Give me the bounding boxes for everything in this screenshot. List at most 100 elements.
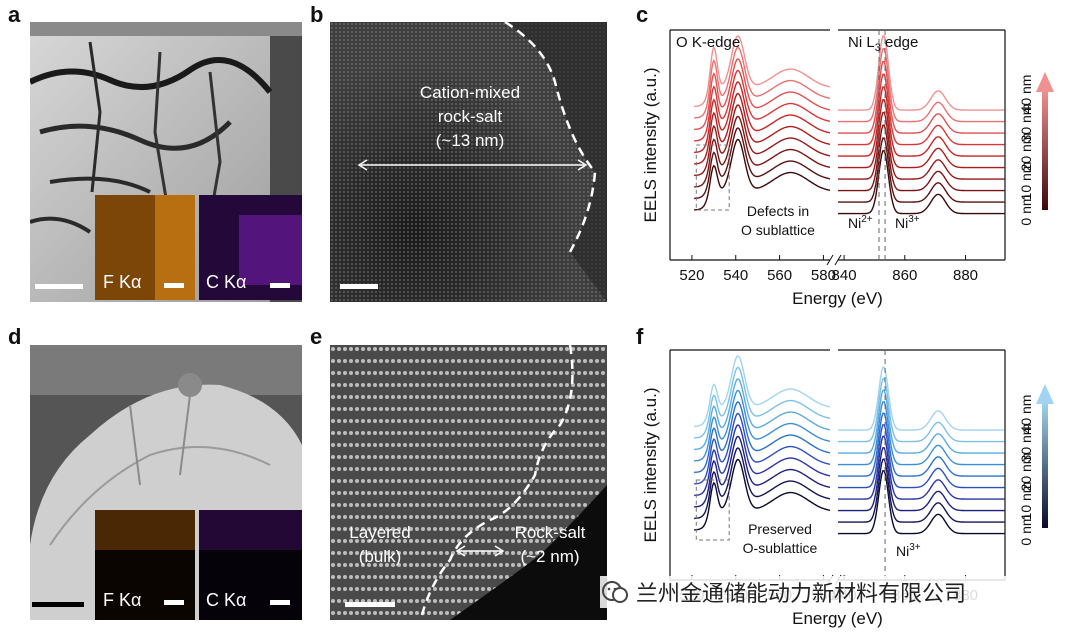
panel-label-b: b <box>310 2 324 27</box>
panel-label-f: f <box>636 324 644 349</box>
depth-gradient-bar <box>1042 90 1048 210</box>
panel-e-width-arrow <box>455 545 505 557</box>
ni-title-rest: edge <box>881 34 919 51</box>
panel-d-f-label: F Kα <box>103 590 142 610</box>
watermark: 兰州金通储能动力新材料有限公司 <box>600 576 1055 608</box>
depth-label: 0 nm <box>1018 194 1034 225</box>
spectrum-line-o-k-edge <box>694 138 831 211</box>
panel-a-c-map <box>199 195 302 300</box>
panel-b-annotation-3: (~13 nm) <box>435 131 505 150</box>
spectrum-line-ni-l-edge <box>838 137 1005 203</box>
spectrum-line-ni-l-edge <box>838 378 1005 443</box>
spectrum-line-ni-l-edge <box>838 150 1005 215</box>
depth-label: 40 nm <box>1018 75 1034 114</box>
spectrum-line-ni-l-edge <box>838 99 1005 169</box>
spectrum-line-o-k-edge <box>694 115 831 188</box>
spectrum-line-o-k-edge <box>694 355 831 428</box>
spectrum-line-ni-l-edge <box>838 412 1005 477</box>
spectrum-line-o-k-edge <box>694 401 831 474</box>
depth-label: 40 nm <box>1018 395 1034 434</box>
cracked-particle-graphic <box>30 22 302 302</box>
panel-d-f-scalebar <box>164 600 184 605</box>
spectrum-line-o-k-edge <box>694 104 831 177</box>
panel-e-scalebar <box>345 602 395 607</box>
spectrum-line-o-k-edge <box>694 412 831 485</box>
spectrum-line-o-k-edge <box>694 435 831 508</box>
spectrum-line-o-k-edge <box>694 92 831 165</box>
panel-label-d: d <box>8 324 22 349</box>
ni2-main: Ni <box>848 215 861 231</box>
panel-label-e: e <box>310 324 323 349</box>
spectrum-line-ni-l-edge <box>838 86 1005 157</box>
spectrum-line-o-k-edge <box>694 69 831 142</box>
spectrum-line-ni-l-edge <box>838 73 1005 146</box>
spectrum-line-ni-l-edge <box>838 35 1005 111</box>
spectrum-line-ni-l-edge <box>838 111 1005 180</box>
x-tick-label: 860 <box>892 267 917 284</box>
x-tick-label: 520 <box>679 267 704 284</box>
ni-title-main: Ni L <box>848 34 875 51</box>
ni3-main: Ni <box>896 543 909 559</box>
spectrum-line-o-k-edge <box>694 58 831 131</box>
ni3-label: Ni3+ <box>896 542 921 559</box>
spectrum-line-ni-l-edge <box>838 60 1005 134</box>
ni3-label: Ni3+ <box>895 214 920 231</box>
spectrum-line-o-k-edge <box>694 127 831 200</box>
ni-title-sub: 3 <box>875 42 881 54</box>
defects-label-2: O sublattice <box>741 222 815 238</box>
spectrum-line-o-k-edge <box>694 46 831 119</box>
panel-e-layered-1: Layered <box>349 523 411 542</box>
ni3-sup: 3+ <box>908 214 920 225</box>
depth-label: 30 nm <box>1018 424 1034 463</box>
spectrum-line-ni-l-edge <box>838 124 1005 192</box>
spectrum-line-ni-l-edge <box>838 458 1005 523</box>
x-tick-label: 540 <box>723 267 748 284</box>
panel-b-width-arrow <box>357 159 588 171</box>
spectrum-line-o-k-edge <box>694 447 831 520</box>
panel-e-layered-2: (bulk) <box>358 547 402 566</box>
spectrum-line-ni-l-edge <box>838 389 1005 454</box>
axis-break-mark <box>834 254 842 266</box>
spectrum-line-o-k-edge <box>694 378 831 451</box>
ni3-sup: 3+ <box>909 542 921 553</box>
feature-dashed-box <box>695 479 730 541</box>
spectrum-line-o-k-edge <box>694 424 831 497</box>
spectrum-line-ni-l-edge <box>838 424 1005 489</box>
y-axis-label: EELS intensity (a.u.) <box>641 388 660 543</box>
spectrum-line-o-k-edge <box>694 389 831 462</box>
spectrum-line-o-k-edge <box>694 366 831 439</box>
x-axis-label: Energy (eV) <box>792 289 883 308</box>
spectrum-line-ni-l-edge <box>838 470 1005 535</box>
x-tick-label: 560 <box>767 267 792 284</box>
ni2-label: Ni2+ <box>848 214 873 231</box>
panel-b-annotation-2: rock-salt <box>437 107 503 126</box>
preserved-label-2: O-sublattice <box>743 540 818 556</box>
depth-arrow-head <box>1036 72 1054 92</box>
panel-d-c-label: C Kα <box>206 590 247 610</box>
panel-b-tem-image <box>330 22 607 302</box>
depth-label: 0 nm <box>1018 514 1034 545</box>
o-k-edge-title: O K-edge <box>676 34 740 51</box>
spectrum-line-o-k-edge <box>694 458 831 531</box>
panel-b-scalebar <box>340 284 378 289</box>
spectrum-line-o-k-edge <box>694 35 831 108</box>
depth-label: 20 nm <box>1018 133 1034 172</box>
depth-gradient-bar <box>1042 402 1048 528</box>
panel-a-scalebar <box>35 284 83 289</box>
panel-e-rocksalt-2: (~2 nm) <box>520 547 580 566</box>
panel-a-f-scalebar <box>164 283 184 288</box>
panel-b-annotation-1: Cation-mixed <box>419 83 521 102</box>
ni3-main: Ni <box>895 215 908 231</box>
panel-label-a: a <box>8 2 21 27</box>
panel-a-f-map <box>95 195 195 300</box>
feature-dashed-box <box>695 144 730 211</box>
x-tick-label: 880 <box>953 267 978 284</box>
spectrum-line-ni-l-edge <box>838 401 1005 466</box>
wechat-icon <box>600 577 630 607</box>
x-tick-label: 840 <box>832 267 857 284</box>
ni-l3-edge-title: Ni L3 edge <box>848 34 918 54</box>
y-axis-label: EELS intensity (a.u.) <box>641 68 660 223</box>
panel-a-c-scalebar <box>270 283 290 288</box>
defects-label-1: Defects in <box>747 203 809 219</box>
